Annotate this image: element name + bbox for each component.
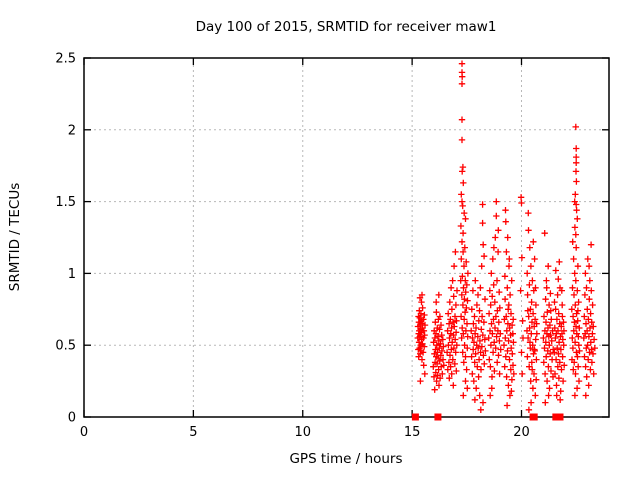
plot-border [83, 57, 610, 418]
x-tick-label: 15 [404, 425, 421, 440]
zero-value-marker [556, 413, 564, 421]
y-tick-label: 0.5 [55, 339, 76, 354]
x-axis-label: GPS time / hours [289, 451, 402, 467]
grid-lines [84, 58, 609, 417]
axis-ticks [83, 57, 609, 418]
zero-value-marker [530, 413, 538, 421]
data-points [411, 60, 598, 421]
y-tick-label: 2.5 [55, 52, 76, 67]
x-tick-label: 20 [513, 425, 530, 440]
x-tick-label: 10 [294, 425, 311, 440]
x-tick-label: 5 [189, 425, 197, 440]
zero-value-marker [411, 413, 419, 421]
y-tick-label: 1.5 [55, 195, 76, 210]
zero-value-marker [434, 413, 442, 421]
scatter-points [414, 60, 598, 413]
y-tick-label: 0 [68, 411, 76, 426]
y-axis-label: SRMTID / TECUs [7, 183, 23, 291]
y-tick-label: 2 [68, 123, 76, 138]
y-tick-label: 1 [68, 267, 76, 282]
axis-labels: Day 100 of 2015, SRMTID for receiver maw… [7, 19, 530, 467]
chart-title: Day 100 of 2015, SRMTID for receiver maw… [196, 19, 497, 35]
x-tick-label: 0 [80, 425, 88, 440]
